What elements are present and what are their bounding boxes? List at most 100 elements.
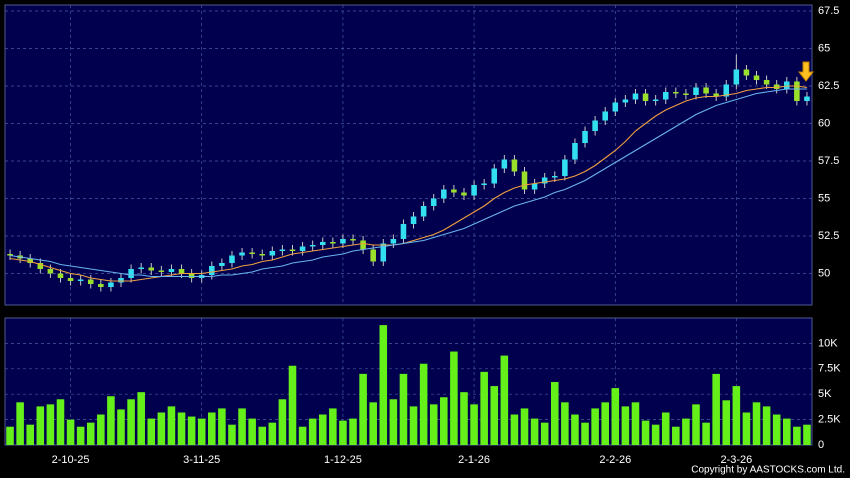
candle-body (622, 99, 629, 103)
volume-bar (742, 412, 751, 445)
volume-bar (540, 422, 549, 445)
volume-bar (520, 408, 529, 445)
candle-body (420, 206, 427, 217)
volume-bar (641, 420, 650, 445)
y-tick-label: 0 (818, 439, 824, 451)
volume-bar (782, 418, 791, 445)
y-tick-label: 57.5 (818, 155, 839, 167)
volume-bar (692, 404, 700, 445)
candle-body (128, 269, 134, 278)
volume-bar (218, 408, 226, 445)
volume-bar (137, 392, 145, 445)
candle-body (441, 189, 447, 199)
volume-bar (793, 426, 801, 445)
y-tick-label: 10K (818, 337, 838, 349)
candle-body (693, 87, 699, 95)
candle-body (279, 249, 286, 251)
volume-bar (97, 414, 105, 445)
candle-body (330, 242, 336, 244)
candle-body (37, 263, 44, 269)
candle-body (118, 278, 124, 283)
moving-average (9, 88, 807, 278)
volume-bar (308, 418, 317, 445)
volume-bar (722, 400, 731, 445)
volume-bar (56, 399, 65, 445)
volume-bar (399, 373, 408, 445)
candle-body (733, 69, 740, 85)
x-tick-label: 2-10-25 (52, 454, 90, 466)
candle-body (158, 270, 165, 272)
candle-body (642, 93, 649, 101)
volume-bar (621, 406, 630, 445)
candle-body (743, 69, 750, 76)
volume-bar (36, 406, 45, 445)
volume-bar (187, 416, 196, 445)
y-tick-label: 2.5K (818, 414, 841, 426)
volume-bar (762, 406, 771, 445)
volume-bar (561, 402, 569, 445)
candle-body (763, 80, 770, 85)
volume-bar (702, 422, 710, 445)
candle-body (773, 84, 780, 89)
volume-bar (238, 408, 246, 445)
volume-bar (339, 420, 347, 445)
moving-average (9, 85, 808, 282)
y-tick-label: 62.5 (818, 80, 839, 92)
candle-body (400, 224, 407, 239)
volume-bar (26, 424, 35, 445)
volume-panel (4, 317, 813, 446)
volume-bar (6, 426, 14, 445)
volume-bar (228, 424, 236, 445)
candle-body (249, 252, 255, 254)
candle-body (370, 249, 376, 262)
candle-body (350, 239, 356, 241)
candle-body (491, 168, 498, 184)
volume-bar (349, 418, 357, 445)
candle-body (501, 159, 508, 169)
volume-bar (298, 426, 307, 445)
candle-body (723, 84, 730, 97)
volume-bar (248, 418, 256, 445)
volume-bar (651, 424, 660, 445)
candle-body (662, 92, 669, 100)
candle-body (430, 198, 437, 206)
candle-body (531, 183, 538, 190)
candle-body (229, 255, 235, 263)
candle-body (209, 266, 215, 275)
candle-body (713, 93, 719, 97)
copyright: Copyright by AASTOCKS.com Ltd. (691, 465, 845, 476)
candle-body (551, 176, 558, 178)
candle-body (541, 177, 548, 184)
volume-bar (167, 406, 176, 445)
x-tick-label: 3-11-25 (183, 454, 220, 466)
candle-body (269, 251, 276, 256)
candle-body (289, 249, 296, 251)
plot-layer: 50 52.5 55 57.5 60 62.5 65 67.5 0 2.5K 5K 7.5K 10K 2-… (5, 5, 841, 466)
volume-bar (611, 388, 620, 445)
volume-bar (712, 373, 720, 445)
candle-body (592, 120, 598, 131)
candle-body (380, 243, 387, 262)
y-tick-label: 60 (818, 117, 830, 129)
candle-body (309, 245, 316, 247)
candle-body (471, 185, 477, 196)
candle-body (77, 279, 84, 281)
candle-body (168, 269, 175, 272)
volume-bar (550, 382, 559, 445)
volume-bar (752, 402, 761, 445)
x-tick-label: 1-12-25 (324, 454, 362, 466)
candle-body (410, 216, 417, 224)
candle-body (27, 258, 33, 263)
candle-body (340, 239, 346, 244)
volume-bar (419, 363, 428, 445)
volume-bar (288, 365, 297, 445)
volume-bar (359, 373, 367, 445)
y-tick-label: 67.5 (818, 5, 839, 17)
candle-body (673, 92, 679, 94)
volume-bar (530, 418, 539, 445)
candle-body (299, 246, 306, 251)
candle-body (148, 267, 155, 271)
volume-bar (480, 371, 488, 445)
